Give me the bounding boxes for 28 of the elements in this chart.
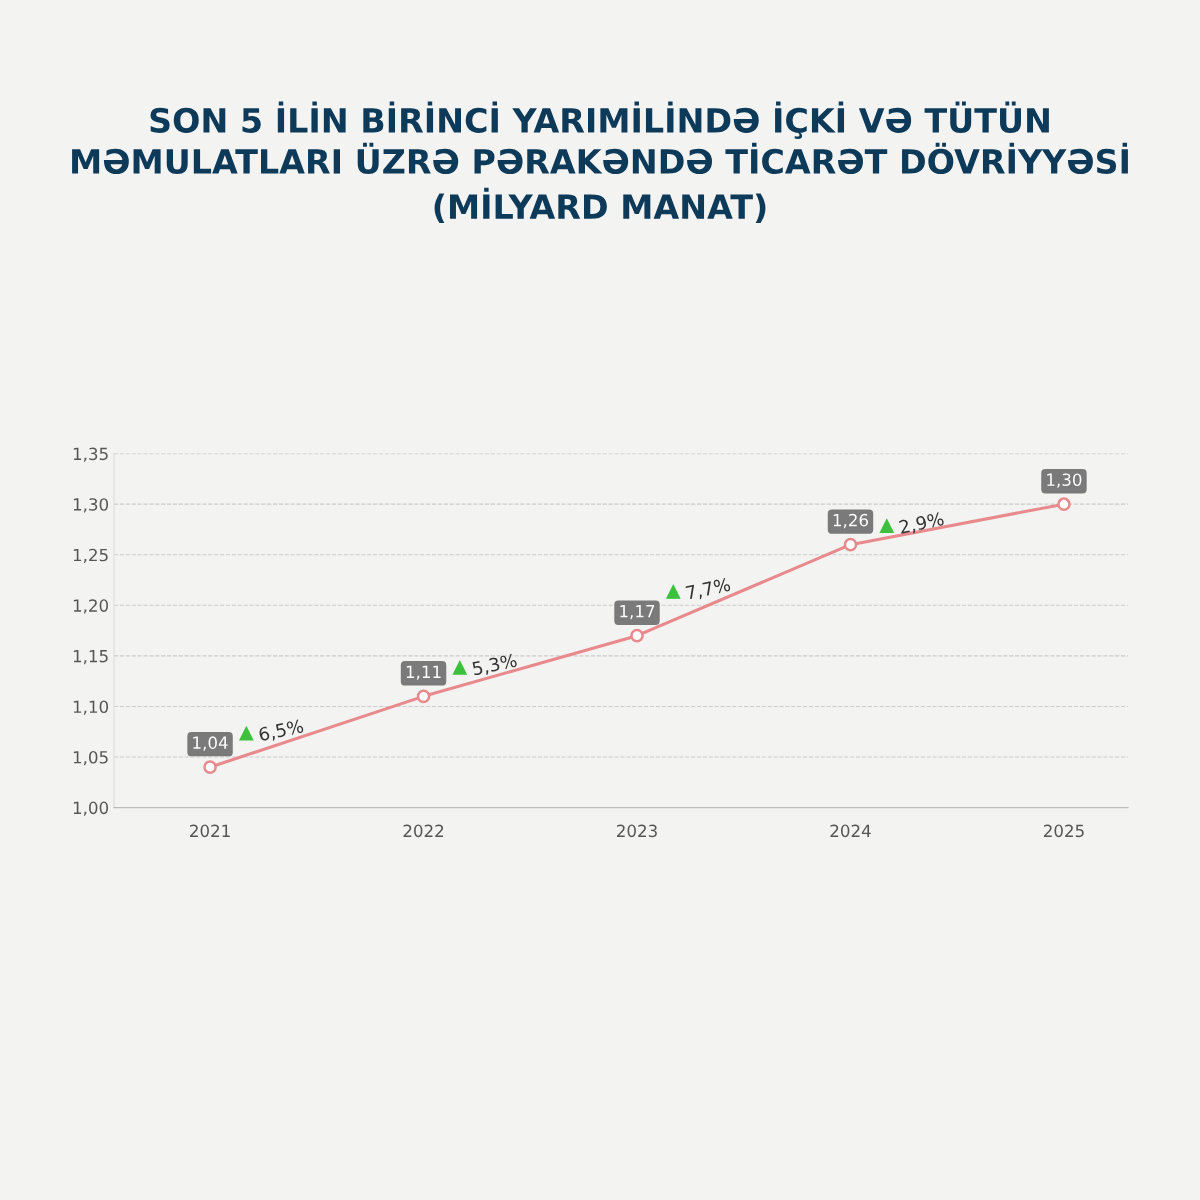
data-label: 1,11: [406, 665, 441, 680]
point: [1057, 497, 1071, 511]
data-label: 1,04: [193, 736, 228, 751]
y-tick-label: 1,15: [73, 650, 108, 665]
x-tick-label: 2021: [190, 824, 230, 838]
y-tick-label: 1,35: [73, 447, 108, 462]
annotation: 6,5%: [258, 718, 305, 744]
point: [416, 689, 431, 704]
data-label: 1,26: [833, 513, 868, 529]
annotation: 2,9%: [898, 511, 945, 536]
data-label: 1,17: [620, 605, 655, 620]
annotation: 5,3%: [471, 653, 518, 678]
y-tick-label: 1,20: [73, 599, 109, 614]
point: [843, 537, 858, 552]
annotation: 7,7%: [685, 577, 732, 602]
x-tick-label: 2024: [830, 824, 871, 838]
y-tick-label: 1,10: [73, 700, 109, 715]
x-tick-label: 2025: [1043, 824, 1084, 838]
x-tick-label: 2023: [617, 824, 657, 838]
y-tick-label: 1,05: [73, 750, 108, 766]
chart-title: SON 5 İLİN BİRİNCİ YARIMİLİNDƏ İÇKİ VƏ TÜTÜN MƏMULATLARI ÜZRƏ PƏRAKƏNDƏ TİCARƏT DÖVRİYYƏSİ (MİLYARD MANAT): [72, 101, 1128, 224]
y-tick-label: 1,00: [73, 801, 109, 816]
point: [630, 628, 644, 643]
y-tick-label: 1,25: [73, 548, 108, 564]
data-label: 1,30: [1047, 473, 1082, 488]
point: [203, 760, 217, 774]
y-tick-label: 1,30: [73, 498, 109, 513]
x-tick-label: 2022: [403, 824, 444, 838]
